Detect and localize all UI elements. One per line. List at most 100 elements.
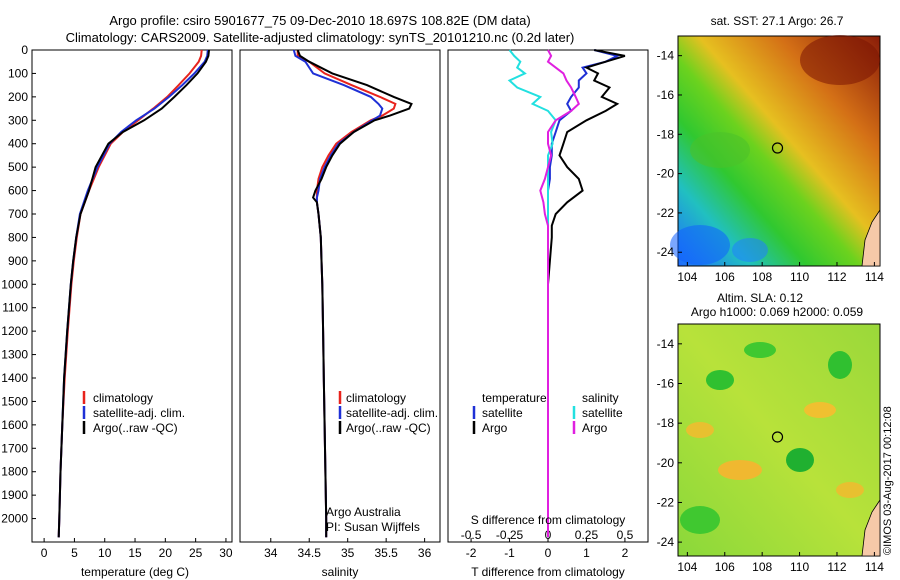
sla-high-blob: [804, 402, 836, 418]
temperature-lines: [57, 49, 210, 538]
xtick-label: 34.5: [298, 546, 322, 560]
map-ytick-label: -14: [657, 49, 675, 63]
sst-cold-blob: [732, 238, 768, 262]
temperature-panel: 0100200300400500600700800900100011001200…: [1, 43, 233, 579]
legend-label-s-argo: Argo: [582, 421, 608, 435]
temperature-xticks: 0 5 10 15 20 25 30: [41, 538, 233, 560]
sst-cold-blob: [670, 225, 730, 265]
sla-map-panel: Altim. SLA: 0.12 Argo h1000: 0.069 h2000…: [657, 291, 885, 574]
ytick-label: 800: [8, 230, 28, 244]
xtick-label: 0: [545, 546, 552, 560]
ytick-label: 900: [8, 254, 28, 268]
difference-xlabel: T difference from climatology: [471, 565, 625, 579]
ytick-label: 2000: [1, 512, 28, 526]
ytick-label: 1200: [1, 324, 28, 338]
sla-low-blob: [828, 351, 852, 379]
map-xtick-label: 106: [715, 270, 735, 284]
ytick-label: 600: [8, 184, 28, 198]
xtick-label: 2: [622, 546, 629, 560]
xtick-label: 10: [98, 546, 112, 560]
ytick-label: 200: [8, 90, 28, 104]
ytick-label: 1500: [1, 394, 28, 408]
difference-xticks: -2 -1 0 1 2-0.5 -0.25 0 0.25 0.5: [461, 528, 634, 560]
legend-title-temperature: temperature: [482, 391, 547, 405]
figure-title-line2: Climatology: CARS2009. Satellite-adjuste…: [66, 30, 575, 45]
legend-label-argo: Argo(..raw -QC): [346, 421, 431, 435]
map-xtick-label: 104: [677, 270, 697, 284]
ytick-label: 1100: [2, 301, 28, 315]
ytick-label: 1000: [1, 277, 28, 291]
map-ytick-label: -20: [657, 167, 675, 181]
sst-green-blob: [690, 132, 750, 168]
salinity-lines: [292, 49, 413, 538]
xtick-top-label: -0.5: [461, 528, 482, 542]
map-ytick-label: -18: [657, 416, 675, 430]
map-xtick-label: 110: [790, 560, 809, 574]
legend-label-satellite: satellite-adj. clim.: [346, 406, 438, 420]
map-ytick-label: -16: [657, 376, 675, 390]
map-ytick-label: -22: [657, 495, 675, 509]
sla-yticks: -14 -16 -18 -20 -22 -24: [657, 337, 682, 549]
xtick-label: 30: [219, 546, 233, 560]
ytick-label: 1300: [1, 348, 28, 362]
sla-texture: [680, 342, 864, 534]
temperature-yticks: 0 100 200 300 400 500 600 700 800 900 1000 1100 1200…: [1, 43, 36, 526]
sla-low-blob: [786, 448, 814, 472]
sla-high-blob: [836, 482, 864, 498]
series-line-argo-raw-qc-: [57, 49, 210, 538]
ytick-label: 1600: [1, 418, 28, 432]
map-ytick-label: -14: [657, 337, 675, 351]
map-ytick-label: -22: [657, 206, 675, 220]
xtick-label: 5: [71, 546, 78, 560]
ytick-label: 0: [21, 43, 28, 57]
sla-high-blob: [686, 422, 714, 438]
map-ytick-label: -24: [657, 535, 675, 549]
salinity-axes: [239, 49, 441, 543]
legend-label-climatology: climatology: [93, 391, 153, 405]
ytick-label: 1400: [1, 371, 28, 385]
legend-label-t-satellite: satellite: [482, 406, 523, 420]
xtick-label: 35: [341, 546, 355, 560]
ytick-label: 700: [8, 207, 28, 221]
legend-label-satellite: satellite-adj. clim.: [93, 406, 185, 420]
salinity-legend: climatology satellite-adj. clim. Argo(..…: [338, 391, 438, 435]
ytick-label: 500: [8, 160, 28, 174]
salinity-xlabel: salinity: [322, 565, 359, 579]
map-xtick-label: 108: [752, 560, 772, 574]
difference-lines: [507, 49, 626, 538]
xtick-top-label: 0.25: [575, 528, 599, 542]
argo-position-marker: [771, 431, 784, 443]
ytick-label: 400: [8, 137, 28, 151]
map-ytick-label: -16: [657, 88, 675, 102]
legend-label-t-argo: Argo: [482, 421, 508, 435]
map-xtick-label: 114: [865, 560, 884, 574]
sst-map-title: sat. SST: 27.1 Argo: 26.7: [711, 14, 844, 28]
xtick-label: 20: [159, 546, 173, 560]
map-xtick-label: 110: [790, 270, 809, 284]
sla-high-blob: [718, 460, 762, 480]
sst-xticks: 104 106 108 110 112 114: [677, 262, 884, 284]
sla-low-blob: [680, 506, 720, 534]
difference-panel: -2 -1 0 1 2-0.5 -0.25 0 0.25 0.5 S difference fr…: [447, 49, 649, 579]
legend-title-salinity: salinity: [582, 391, 619, 405]
pi-note-line1: Argo Australia: [326, 505, 401, 519]
difference-top-label: S difference from climatology: [471, 513, 626, 527]
pi-note-line2: PI: Susan Wijffels: [326, 520, 420, 534]
salinity-panel: 34 34.5 35 35.5 36 salinity climatology sate…: [239, 49, 441, 579]
map-xtick-label: 108: [752, 270, 772, 284]
ytick-label: 300: [8, 113, 28, 127]
xtick-label: 15: [128, 546, 142, 560]
map-ytick-label: -20: [657, 456, 675, 470]
sst-warm-blob: [800, 35, 880, 85]
xtick-label: 36: [418, 546, 432, 560]
map-xtick-label: 112: [827, 270, 846, 284]
series-line-s-argo: [539, 49, 581, 538]
xtick-label: 25: [189, 546, 203, 560]
sla-map-title-line1: Altim. SLA: 0.12: [717, 291, 803, 305]
temperature-legend: climatology satellite-adj. clim. Argo(..…: [82, 391, 185, 435]
map-xtick-label: 104: [677, 560, 697, 574]
xtick-top-label: 0.5: [617, 528, 634, 542]
temperature-xlabel: temperature (deg C): [81, 565, 189, 579]
xtick-label: 0: [41, 546, 48, 560]
